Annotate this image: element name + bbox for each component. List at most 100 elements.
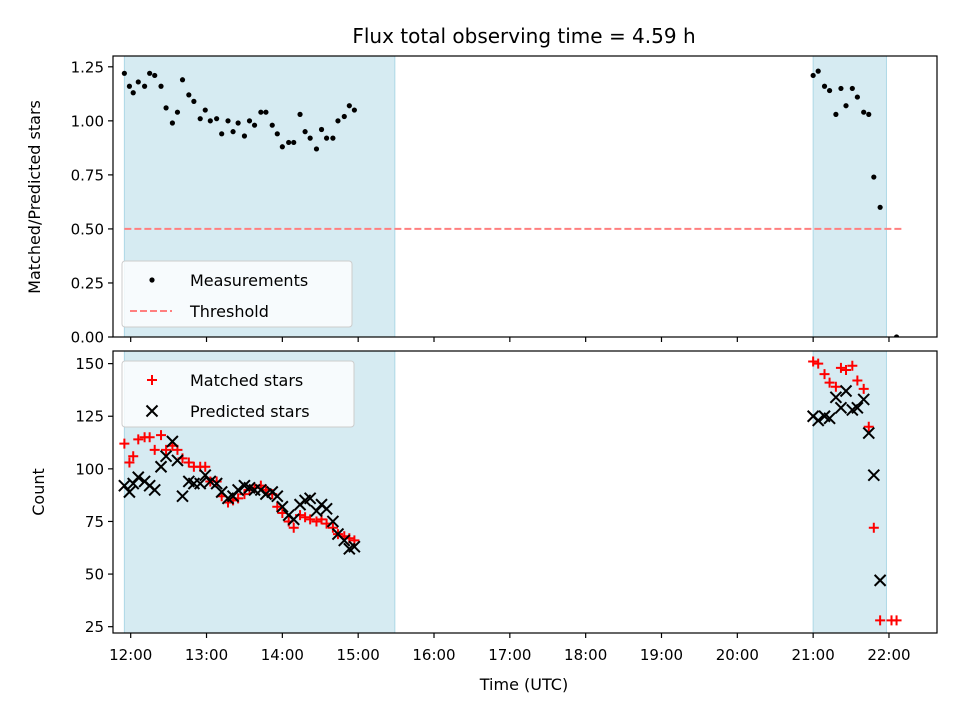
measurement-point — [854, 94, 860, 100]
measurement-point — [279, 144, 285, 150]
measurement-point — [871, 174, 877, 180]
matched-star-marker — [808, 356, 819, 367]
legend-label: Matched stars — [190, 371, 303, 390]
predicted-star-marker — [320, 502, 333, 516]
matched-star-marker — [813, 358, 824, 369]
measurement-point — [866, 111, 872, 117]
y-tick-label: 75 — [85, 513, 104, 531]
measurement-point — [152, 72, 158, 79]
matched-star-marker — [311, 516, 322, 527]
predicted-star-marker — [154, 460, 168, 473]
predicted-star-marker — [811, 414, 825, 427]
legend-marker — [149, 277, 155, 283]
measurement-point — [251, 122, 258, 128]
predicted-star-marker — [823, 412, 836, 425]
y-axis-label-top: Matched/Predicted stars — [25, 100, 44, 294]
x-tick-label: 14:00 — [261, 646, 304, 664]
predicted-star-marker — [171, 454, 184, 467]
x-tick-label: 17:00 — [488, 646, 531, 664]
matched-star-marker — [824, 377, 835, 388]
measurement-point — [302, 129, 308, 135]
measurement-point — [219, 131, 225, 137]
measurement-point — [241, 133, 248, 139]
predicted-star-marker — [862, 426, 875, 440]
matched-star-marker — [272, 501, 283, 512]
measurement-point — [214, 116, 220, 122]
measurement-point — [861, 109, 867, 115]
y-tick-label: 150 — [75, 355, 104, 373]
measurement-point — [838, 85, 844, 92]
measurement-point — [313, 146, 320, 152]
shaded-interval — [812, 350, 887, 634]
predicted-star-marker — [834, 401, 848, 415]
matched-star-marker — [300, 512, 311, 523]
measurement-point — [351, 107, 357, 113]
measurement-point — [235, 120, 241, 126]
y-tick-label: 25 — [85, 618, 104, 636]
matched-star-marker — [156, 430, 167, 441]
shaded-interval — [812, 55, 887, 338]
predicted-star-marker — [303, 492, 317, 505]
x-axis-label: Time (UTC) — [479, 675, 568, 694]
matched-star-marker — [868, 522, 879, 533]
matched-star-marker — [200, 461, 211, 472]
predicted-star-marker — [873, 574, 887, 587]
measurement-point — [815, 68, 821, 74]
predicted-star-marker — [210, 477, 223, 490]
predicted-star-marker — [857, 393, 870, 406]
matched-star-marker — [891, 615, 902, 626]
matched-star-marker — [858, 383, 869, 394]
matched-star-marker — [305, 514, 316, 525]
matched-star-marker — [288, 522, 299, 533]
measurement-point — [163, 105, 169, 111]
bottom-panel: 25 50 75 100 125 150 12:00 13:00 14:00 15:00 16:00… — [75, 350, 938, 664]
y-axis-label-bottom: Count — [29, 468, 48, 516]
predicted-star-marker — [338, 534, 351, 547]
legend-label: Threshold — [189, 302, 269, 321]
predicted-star-marker — [148, 483, 161, 497]
predicted-star-marker — [176, 490, 189, 503]
legend-marker — [147, 375, 157, 385]
legend-label: Measurements — [190, 271, 308, 290]
measurement-point — [130, 90, 136, 96]
measurement-point — [230, 129, 236, 135]
measurement-point — [225, 118, 231, 124]
measurement-point — [318, 126, 325, 133]
measurement-point — [169, 120, 175, 126]
x-tick-label: 15:00 — [337, 646, 380, 664]
x-tick-label: 13:00 — [185, 646, 228, 664]
matched-star-marker — [847, 360, 858, 371]
top-panel: 0.00 0.25 0.50 0.75 1.00 1.25 Measurements Thre… — [71, 55, 938, 347]
matched-star-marker — [128, 451, 139, 462]
predicted-star-marker — [348, 540, 361, 553]
y-tick-label: 0.25 — [71, 274, 104, 292]
x-tick-label: 20:00 — [716, 646, 759, 664]
measurement-point — [833, 111, 839, 117]
measurement-point — [246, 118, 253, 124]
y-tick-label: 0.00 — [71, 329, 104, 347]
matched-star-marker — [819, 369, 830, 380]
legend: Matched stars Predicted stars — [121, 360, 355, 428]
measurement-point — [330, 135, 336, 141]
matched-star-marker — [144, 432, 155, 443]
matched-star-marker — [327, 522, 338, 533]
measurement-point — [258, 109, 264, 115]
y-tick-label: 0.50 — [71, 220, 104, 238]
matched-star-marker — [183, 457, 194, 468]
predicted-star-marker — [287, 513, 300, 526]
matched-star-marker — [149, 444, 160, 455]
matched-star-marker — [852, 375, 863, 386]
y-tick-label: 125 — [75, 408, 104, 426]
measurement-point — [291, 139, 297, 146]
legend-marker — [145, 404, 159, 418]
predicted-star-marker — [829, 391, 843, 404]
x-tick-label: 19:00 — [640, 646, 683, 664]
measurement-point — [141, 83, 148, 89]
y-tick-label: 100 — [75, 460, 104, 478]
measurement-point — [335, 118, 341, 124]
predicted-star-marker — [271, 490, 284, 503]
chart-title: Flux total observing time = 4.59 h — [352, 24, 695, 48]
predicted-star-marker — [193, 477, 207, 490]
measurement-point — [207, 118, 213, 124]
matched-star-marker — [133, 434, 144, 445]
